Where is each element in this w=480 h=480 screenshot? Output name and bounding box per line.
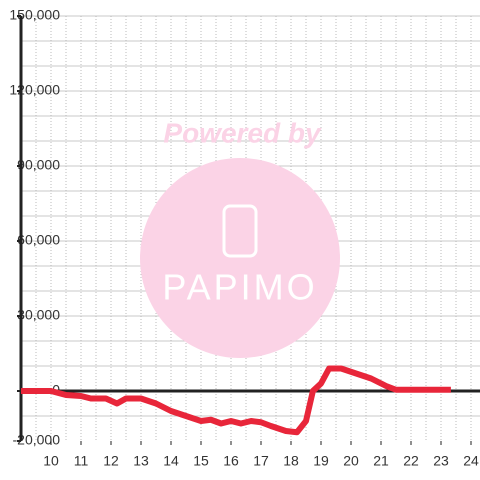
x-tick-label: 13 [133,453,149,469]
watermark: Powered by PAPIMO [140,117,340,358]
y-tick-label: 120,000 [9,82,60,98]
x-tick-label: 24 [463,453,479,469]
x-tick-label: 20 [343,453,359,469]
y-tick-label: -20,000 [13,432,61,448]
x-tick-label: 12 [103,453,119,469]
watermark-phone [222,204,258,258]
x-tick-label: 18 [283,453,299,469]
watermark-logo: PAPIMO [162,267,317,308]
x-tick-label: 23 [433,453,449,469]
x-tick-label: 15 [193,453,209,469]
x-tick-label: 11 [74,453,89,469]
x-tick-label: 22 [403,453,419,469]
x-tick-label: 17 [253,453,269,469]
y-tick-label: 150,000 [9,7,60,23]
watermark-text: Powered by [163,117,322,148]
y-tick-label: 60,000 [17,232,60,248]
y-tick-label: 90,000 [17,157,60,173]
x-tick-label: 10 [43,453,59,469]
y-tick-label: 30,000 [17,307,60,323]
x-tick-label: 21 [373,453,389,469]
watermark-circle [140,158,340,358]
x-tick-label: 19 [313,453,329,469]
x-tick-label: 14 [163,453,179,469]
data-line [21,365,451,436]
x-tick-label: 16 [223,453,239,469]
